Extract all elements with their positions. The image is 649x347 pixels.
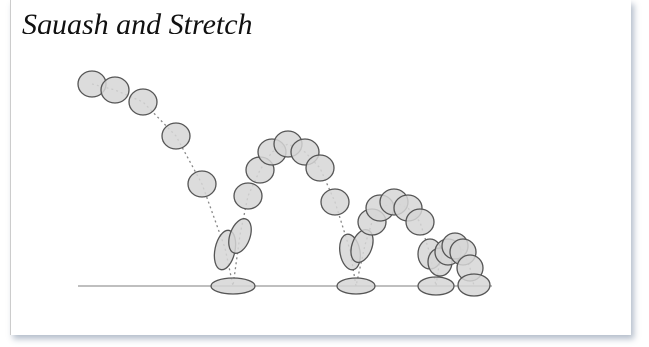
ball [211, 278, 255, 294]
ball [234, 183, 262, 209]
ball [188, 171, 216, 197]
diagram [0, 0, 649, 347]
ball [129, 89, 157, 115]
ball [406, 209, 434, 235]
page: {"title": "Squash and Stretch"} [0, 0, 649, 347]
balls [78, 71, 490, 296]
ball [458, 274, 490, 296]
ball [306, 155, 334, 181]
ball [418, 277, 454, 295]
ball [337, 278, 375, 294]
ball [101, 77, 129, 103]
ball [162, 123, 190, 149]
ball [321, 189, 349, 215]
title: Squash and Stretch [22, 8, 253, 34]
